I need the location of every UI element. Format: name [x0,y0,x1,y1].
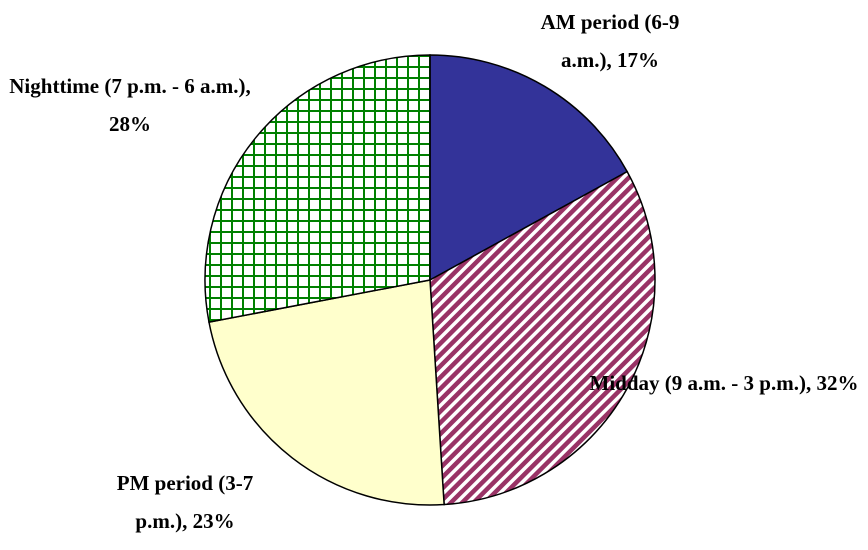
slice-label: AM period (6-9 a.m.), 17% [540,10,680,72]
pie-slice [208,279,445,506]
pie-slice [429,170,656,506]
pie-slice [429,54,629,282]
slice-label: Nighttime (7 p.m. - 6 a.m.), 28% [9,74,251,136]
slice-label: Midday (9 a.m. - 3 p.m.), 32% [589,371,859,395]
slice-label: PM period (3-7 p.m.), 23% [116,471,254,533]
pie-slice [204,54,431,324]
